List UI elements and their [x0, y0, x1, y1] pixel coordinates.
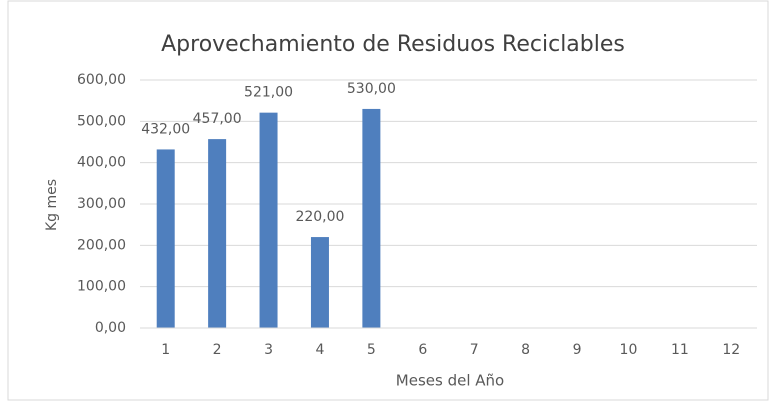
y-tick-label: 600,00 [77, 72, 126, 88]
bar [259, 112, 278, 328]
y-tick-label: 0,00 [95, 320, 126, 336]
x-tick-label: 12 [722, 342, 740, 358]
bar [310, 237, 329, 328]
bar [362, 108, 381, 328]
y-tick-label: 300,00 [77, 196, 126, 212]
x-tick-label: 7 [470, 342, 479, 358]
bar [156, 149, 175, 328]
x-tick-label: 5 [367, 342, 376, 358]
x-tick-label: 2 [213, 342, 222, 358]
x-tick-label: 11 [671, 342, 689, 358]
y-tick-label: 200,00 [77, 237, 126, 253]
chart-title: Aprovechamiento de Residuos Reciclables [161, 32, 625, 57]
chart-frame [7, 0, 769, 401]
value-label: 457,00 [193, 111, 242, 127]
x-tick-label: 3 [264, 342, 273, 358]
x-tick-label: 10 [620, 342, 638, 358]
x-tick-label: 9 [573, 342, 582, 358]
x-tick-label: 4 [315, 342, 324, 358]
value-label: 220,00 [295, 209, 344, 225]
y-tick-label: 400,00 [77, 155, 126, 171]
bar [208, 139, 227, 328]
x-axis-label: Meses del Año [396, 372, 504, 390]
x-tick-label: 1 [161, 342, 170, 358]
x-tick-label: 8 [521, 342, 530, 358]
y-tick-label: 500,00 [77, 113, 126, 129]
value-label: 521,00 [244, 85, 293, 101]
x-tick-label: 6 [418, 342, 427, 358]
y-tick-label: 100,00 [77, 279, 126, 295]
y-axis-label: Kg mes [44, 179, 60, 231]
value-label: 432,00 [141, 121, 190, 137]
value-label: 530,00 [347, 81, 396, 97]
